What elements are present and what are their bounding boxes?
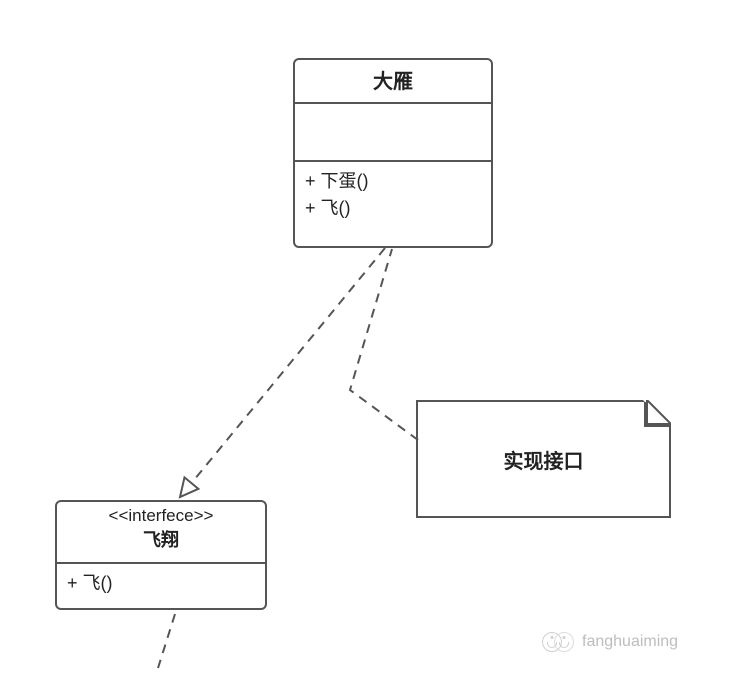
- interface-title: 飞翔: [57, 526, 265, 556]
- wechat-icon: [554, 632, 574, 652]
- interface-operations: + 飞(): [57, 564, 265, 603]
- watermark: fanghuaiming: [542, 632, 678, 652]
- operation-item: + 飞(): [67, 570, 255, 597]
- class-attributes: [295, 104, 491, 162]
- interface-header: <<interfece>> 飞翔: [57, 502, 265, 564]
- note-fold-line: [416, 400, 671, 518]
- uml-interface-fly: <<interfece>> 飞翔 + 飞(): [55, 500, 267, 610]
- watermark-text: fanghuaiming: [582, 633, 678, 651]
- class-operations: + 下蛋()+ 飞(): [295, 162, 491, 228]
- operation-item: + 飞(): [305, 195, 481, 222]
- uml-class-goose: 大雁 + 下蛋()+ 飞(): [293, 58, 493, 248]
- diagram-canvas: { "diagram": { "type": "uml-class-diagra…: [0, 0, 730, 674]
- interface-stereotype: <<interfece>>: [57, 502, 265, 526]
- class-title: 大雁: [295, 60, 491, 104]
- operation-item: + 下蛋(): [305, 168, 481, 195]
